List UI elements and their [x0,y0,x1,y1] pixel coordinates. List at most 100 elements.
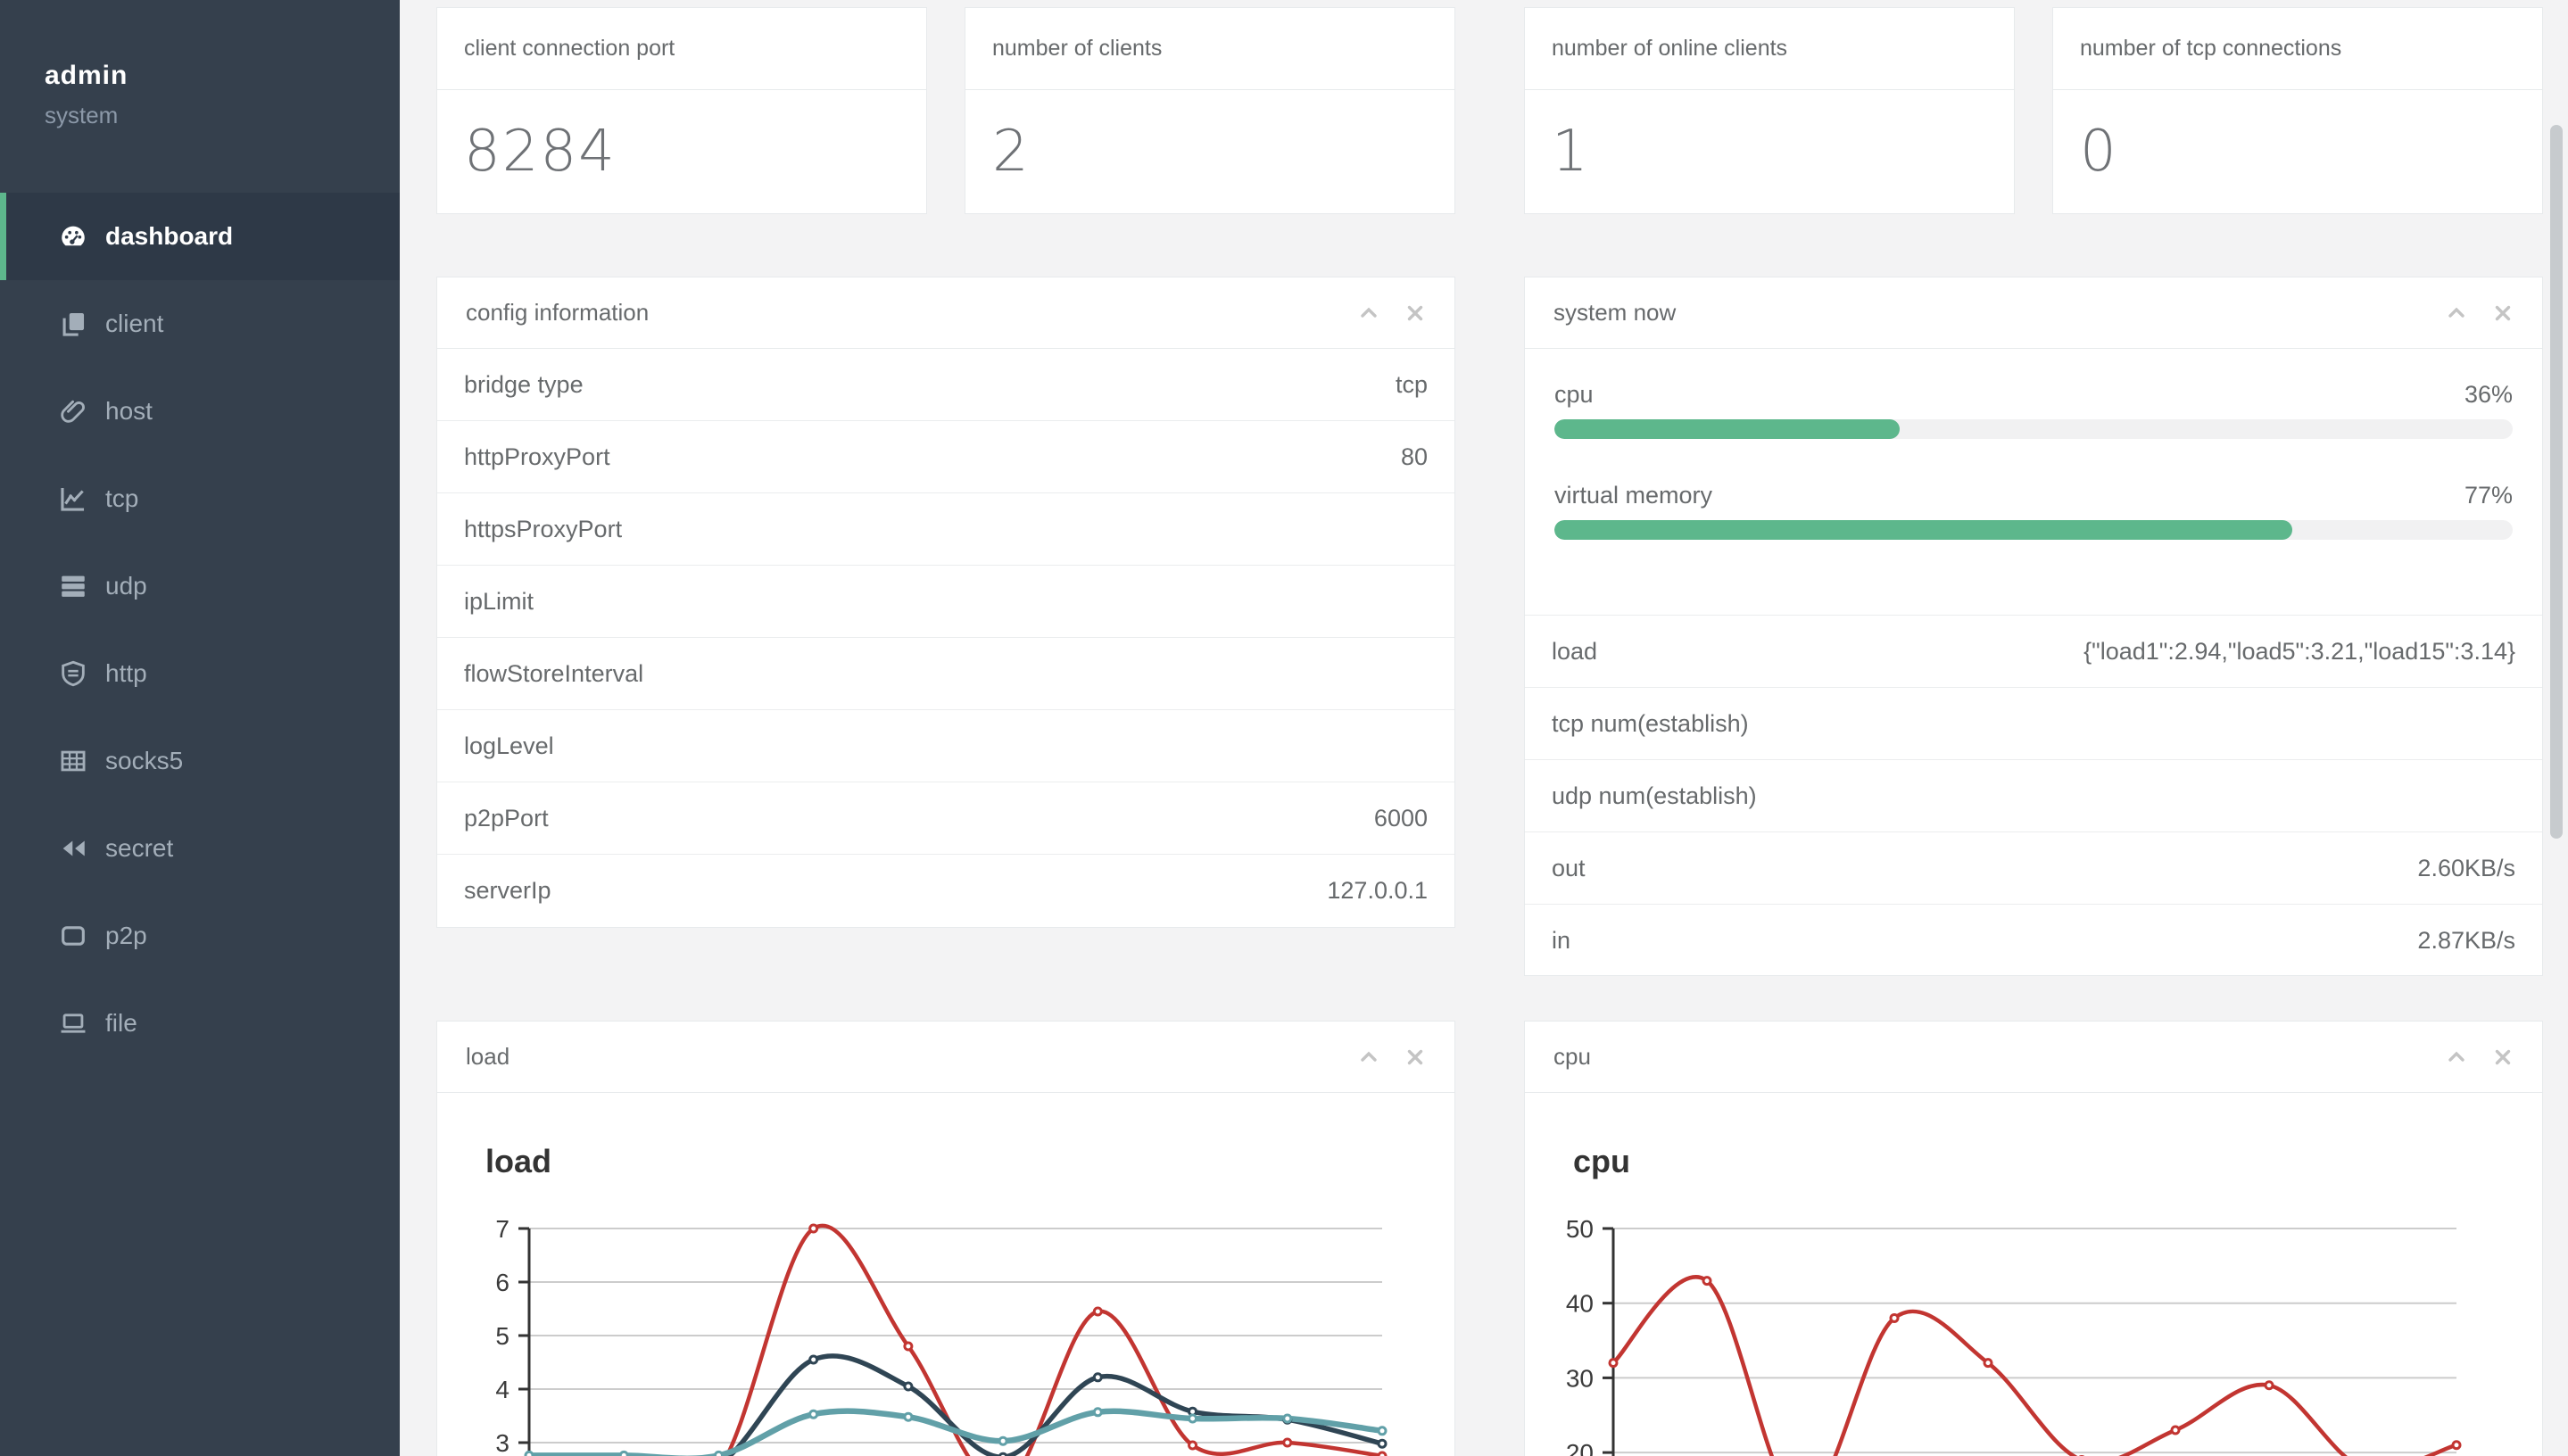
stat-card-client-connection-port: client connection port 8284 [436,7,927,214]
gauge-icon [57,220,89,252]
laptop-icon [57,1007,89,1039]
svg-text:20: 20 [1566,1439,1594,1456]
gauge-percent: 77% [2464,482,2513,509]
sidebar-item-http[interactable]: http [0,630,400,717]
close-icon[interactable] [1404,302,1426,324]
sidebar-menu: dashboard client host tcp udp http socks… [0,193,400,1067]
sidebar-item-label: udp [105,572,147,600]
vertical-scrollbar[interactable] [2550,125,2563,839]
cpu-panel: cpu cpu5040302010 [1524,1021,2543,1456]
stat-card-title: number of tcp connections [2053,8,2542,90]
svg-text:7: 7 [495,1215,509,1243]
row-label: tcp num(establish) [1552,709,1749,737]
system-rows: load {"load1":2.94,"load5":3.21,"load15":… [1525,615,2542,977]
row-value: 6000 [1373,804,1428,831]
svg-text:4: 4 [495,1376,509,1403]
sidebar-item-label: dashboard [105,222,234,250]
svg-text:30: 30 [1566,1364,1594,1392]
row-label: udp num(establish) [1552,782,1757,809]
stat-card-title: number of clients [965,8,1454,90]
user-role: system [45,102,119,128]
row-value: 2.87KB/s [2417,927,2515,954]
config-row: bridge type tcp [437,349,1454,421]
config-row: p2pPort 6000 [437,782,1454,855]
close-icon[interactable] [2492,1046,2514,1068]
system-row: tcp num(establish) [1525,688,2542,760]
panel-header: config information [437,277,1454,349]
svg-text:load: load [485,1143,551,1179]
collapse-icon[interactable] [1358,302,1379,324]
svg-text:6: 6 [495,1269,509,1296]
sidebar-item-label: client [105,310,164,337]
collapse-icon[interactable] [1358,1046,1379,1068]
stat-card-value: 1 [1552,119,1590,185]
panel-header: load [437,1022,1454,1093]
progress-track [1554,419,2513,439]
config-row: logLevel [437,710,1454,782]
sidebar-item-label: p2p [105,922,147,949]
row-label: httpsProxyPort [464,515,623,542]
collapse-icon[interactable] [2446,302,2467,324]
sidebar-item-host[interactable]: host [0,368,400,455]
row-value: 80 [1400,443,1428,470]
config-row: ipLimit [437,566,1454,638]
stat-card-title: number of online clients [1525,8,2014,90]
panel-title: load [466,1043,510,1070]
table-icon [57,745,89,777]
row-label: in [1552,927,1571,954]
panel-title: system now [1553,299,1677,326]
server-icon [57,570,89,602]
sidebar-item-dashboard[interactable]: dashboard [0,193,400,280]
system-row: udp num(establish) [1525,760,2542,832]
svg-text:50: 50 [1566,1215,1594,1243]
copy-icon [57,308,89,340]
sidebar: admin system dashboard client host tcp u… [0,0,400,1456]
panel-title: cpu [1553,1043,1591,1070]
sidebar-item-tcp[interactable]: tcp [0,455,400,542]
square-icon [57,920,89,952]
user-name: admin [45,61,128,90]
sidebar-item-label: tcp [105,484,139,512]
row-value: 2.60KB/s [2417,854,2515,881]
sidebar-item-label: http [105,659,147,687]
sidebar-item-p2p[interactable]: p2p [0,892,400,980]
row-label: ipLimit [464,587,534,615]
close-icon[interactable] [1404,1046,1426,1068]
close-icon[interactable] [2492,302,2514,324]
collapse-icon[interactable] [2446,1046,2467,1068]
row-label: flowStoreInterval [464,659,644,687]
row-label: p2pPort [464,804,549,831]
sidebar-item-client[interactable]: client [0,280,400,368]
chart-line-icon [57,483,89,515]
cpu-chart[interactable]: cpu5040302010 [1525,1094,2544,1456]
sidebar-item-secret[interactable]: secret [0,805,400,892]
panel-tools [1358,1046,1426,1068]
row-label: bridge type [464,370,584,398]
row-value: tcp [1395,370,1428,398]
sidebar-item-label: socks5 [105,747,184,774]
svg-text:40: 40 [1566,1290,1594,1318]
panel-header: cpu [1525,1022,2542,1093]
stat-card-title: client connection port [437,8,926,90]
panel-header: system now [1525,277,2542,349]
load-panel: load load765432 [436,1021,1455,1456]
config-row: httpProxyPort 80 [437,421,1454,493]
config-row: serverIp 127.0.0.1 [437,855,1454,927]
paperclip-icon [57,395,89,427]
stat-card-number-of-clients: number of clients 2 [965,7,1455,214]
load-chart[interactable]: load765432 [437,1094,1456,1456]
row-value: {"load1":2.94,"load5":3.21,"load15":3.14… [2083,637,2515,665]
virtual-memory-gauge: virtual memory 77% [1554,482,2513,540]
system-row: out 2.60KB/s [1525,832,2542,905]
sidebar-item-label: secret [105,834,174,862]
sidebar-item-label: file [105,1009,137,1037]
system-row: in 2.87KB/s [1525,905,2542,977]
row-label: httpProxyPort [464,443,610,470]
sidebar-item-file[interactable]: file [0,980,400,1067]
shield-icon [57,658,89,690]
progress-fill [1554,520,2292,540]
sidebar-item-udp[interactable]: udp [0,542,400,630]
stat-card-value: 8284 [464,119,617,185]
stat-card-value: 0 [2080,119,2118,185]
sidebar-item-socks5[interactable]: socks5 [0,717,400,805]
